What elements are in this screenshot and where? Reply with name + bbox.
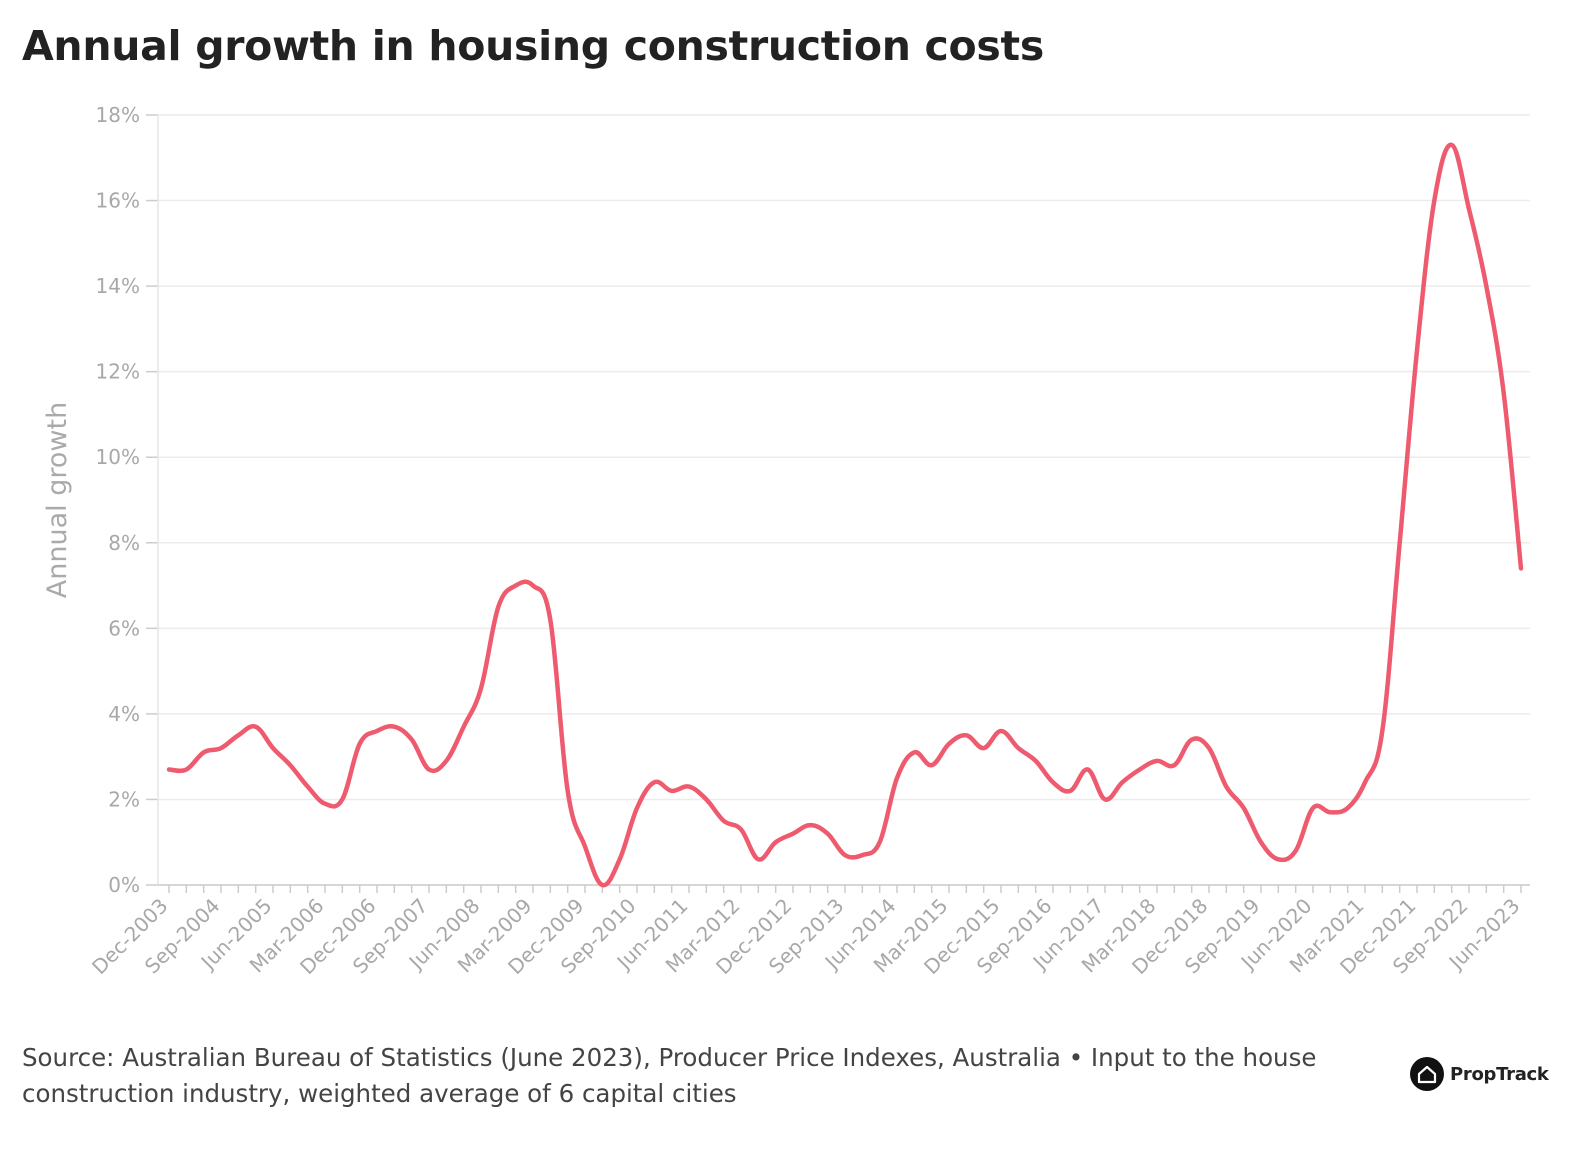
chart-title: Annual growth in housing construction co… [22, 22, 1044, 70]
series-line [166, 142, 1524, 888]
brand-name: PropTrack [1450, 1063, 1549, 1085]
y-tick-label: 16% [96, 189, 140, 213]
y-axis-ticks: 0% 2% 4% 6% 8% 10% 12% 14% 16% 18% [96, 103, 140, 897]
series-group [166, 142, 1524, 888]
brand: PropTrack [1410, 1057, 1549, 1091]
x-axis [157, 115, 1530, 893]
y-tick-label: 8% [108, 531, 140, 555]
y-tick-label: 10% [96, 445, 140, 469]
y-tick-label: 14% [96, 274, 140, 298]
y-tick-label: 4% [108, 702, 140, 726]
source-note: Source: Australian Bureau of Statistics … [22, 1043, 1317, 1108]
y-tick-label: 6% [108, 616, 140, 640]
gridlines [146, 114, 1530, 886]
y-tick-label: 0% [108, 873, 140, 897]
y-tick-label: 12% [96, 360, 140, 384]
line-chart: 0% 2% 4% 6% 8% 10% 12% 14% 16% 18% Dec-2003Sep-20… [42, 103, 1530, 979]
y-tick-label: 18% [96, 103, 140, 127]
y-tick-label: 2% [108, 787, 140, 811]
house-logo-icon [1410, 1057, 1444, 1091]
y-axis-title: Annual growth [42, 402, 73, 598]
x-axis-ticks: Dec-2003Sep-2004Jun-2005Mar-2006Dec-2006… [87, 894, 1524, 979]
